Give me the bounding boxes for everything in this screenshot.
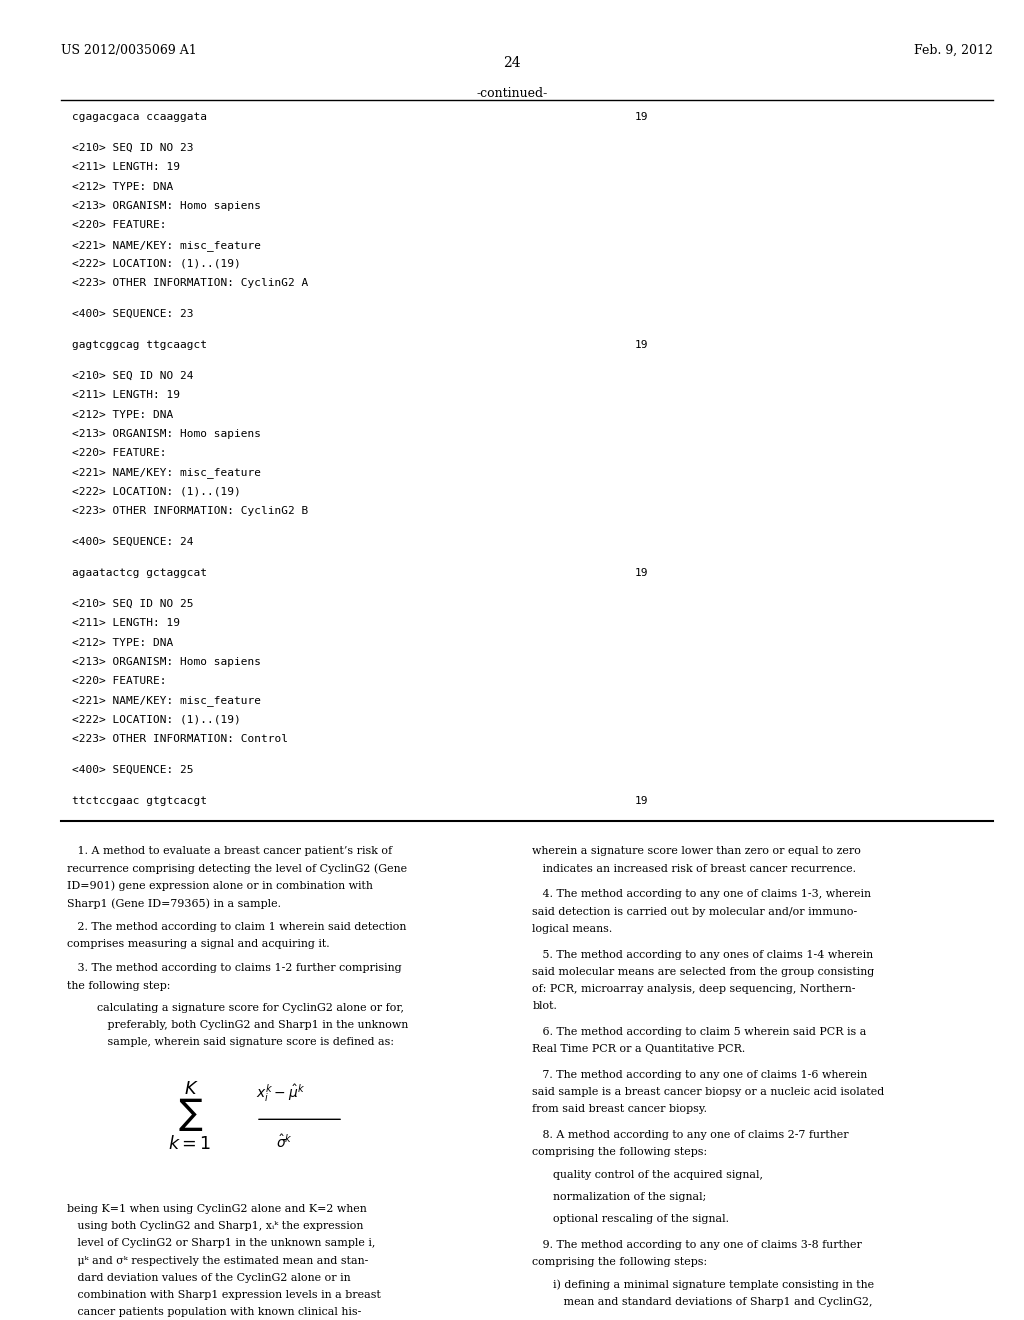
Text: said sample is a breast cancer biopsy or a nucleic acid isolated: said sample is a breast cancer biopsy or…: [532, 1088, 885, 1097]
Text: 4. The method according to any one of claims 1-3, wherein: 4. The method according to any one of cl…: [532, 890, 871, 899]
Text: the following step:: the following step:: [67, 981, 170, 990]
Text: μᵏ and σᵏ respectively the estimated mean and stan-: μᵏ and σᵏ respectively the estimated mea…: [67, 1255, 368, 1266]
Text: <220> FEATURE:: <220> FEATURE:: [72, 449, 166, 458]
Text: 3. The method according to claims 1-2 further comprising: 3. The method according to claims 1-2 fu…: [67, 964, 401, 973]
Text: US 2012/0035069 A1: US 2012/0035069 A1: [61, 44, 198, 57]
Text: Real Time PCR or a Quantitative PCR.: Real Time PCR or a Quantitative PCR.: [532, 1044, 745, 1055]
Text: $\sum_{k=1}^{K}$: $\sum_{k=1}^{K}$: [168, 1080, 211, 1154]
Text: preferably, both CyclinG2 and Sharp1 in the unknown: preferably, both CyclinG2 and Sharp1 in …: [97, 1020, 409, 1030]
Text: <222> LOCATION: (1)..(19): <222> LOCATION: (1)..(19): [72, 715, 241, 725]
Text: 24: 24: [503, 55, 521, 70]
Text: comprises measuring a signal and acquiring it.: comprises measuring a signal and acquiri…: [67, 940, 329, 949]
Text: Sharp1 (Gene ID=79365) in a sample.: Sharp1 (Gene ID=79365) in a sample.: [67, 898, 281, 908]
Text: -continued-: -continued-: [476, 87, 548, 100]
Text: i) defining a minimal signature template consisting in the: i) defining a minimal signature template…: [553, 1280, 874, 1291]
Text: level of CyclinG2 or Sharp1 in the unknown sample i,: level of CyclinG2 or Sharp1 in the unkno…: [67, 1238, 375, 1249]
Text: ttctccgaac gtgtcacgt: ttctccgaac gtgtcacgt: [72, 796, 207, 807]
Text: 1. A method to evaluate a breast cancer patient’s risk of: 1. A method to evaluate a breast cancer …: [67, 846, 392, 857]
Text: of: PCR, microarray analysis, deep sequencing, Northern-: of: PCR, microarray analysis, deep seque…: [532, 983, 856, 994]
Text: 19: 19: [635, 568, 648, 578]
Text: logical means.: logical means.: [532, 924, 612, 933]
Text: combination with Sharp1 expression levels in a breast: combination with Sharp1 expression level…: [67, 1290, 381, 1300]
Text: <400> SEQUENCE: 25: <400> SEQUENCE: 25: [72, 766, 194, 775]
Text: $x_{i}^{k} - \hat{\mu}^{k}$: $x_{i}^{k} - \hat{\mu}^{k}$: [256, 1082, 305, 1105]
Text: <223> OTHER INFORMATION: Control: <223> OTHER INFORMATION: Control: [72, 734, 288, 744]
Text: using both CyclinG2 and Sharp1, xᵢᵏ the expression: using both CyclinG2 and Sharp1, xᵢᵏ the …: [67, 1221, 362, 1232]
Text: 2. The method according to claim 1 wherein said detection: 2. The method according to claim 1 where…: [67, 923, 406, 932]
Text: <210> SEQ ID NO 25: <210> SEQ ID NO 25: [72, 599, 194, 609]
Text: 6. The method according to claim 5 wherein said PCR is a: 6. The method according to claim 5 where…: [532, 1027, 867, 1038]
Text: 19: 19: [635, 796, 648, 807]
Text: dard deviation values of the CyclinG2 alone or in: dard deviation values of the CyclinG2 al…: [67, 1272, 350, 1283]
Text: <213> ORGANISM: Homo sapiens: <213> ORGANISM: Homo sapiens: [72, 429, 261, 440]
Text: calculating a signature score for CyclinG2 alone or for,: calculating a signature score for Cyclin…: [97, 1003, 404, 1012]
Text: <210> SEQ ID NO 23: <210> SEQ ID NO 23: [72, 143, 194, 153]
Text: <223> OTHER INFORMATION: CyclinG2 B: <223> OTHER INFORMATION: CyclinG2 B: [72, 506, 308, 516]
Text: <221> NAME/KEY: misc_feature: <221> NAME/KEY: misc_feature: [72, 240, 261, 251]
Text: <220> FEATURE:: <220> FEATURE:: [72, 220, 166, 230]
Text: $\hat{\sigma}^{k}$: $\hat{\sigma}^{k}$: [276, 1133, 294, 1151]
Text: agaatactcg gctaggcat: agaatactcg gctaggcat: [72, 568, 207, 578]
Text: blot.: blot.: [532, 1001, 557, 1011]
Text: from said breast cancer biopsy.: from said breast cancer biopsy.: [532, 1105, 708, 1114]
Text: <212> TYPE: DNA: <212> TYPE: DNA: [72, 638, 173, 648]
Text: <222> LOCATION: (1)..(19): <222> LOCATION: (1)..(19): [72, 259, 241, 269]
Text: <212> TYPE: DNA: <212> TYPE: DNA: [72, 409, 173, 420]
Text: 9. The method according to any one of claims 3-8 further: 9. The method according to any one of cl…: [532, 1241, 862, 1250]
Text: optional rescaling of the signal.: optional rescaling of the signal.: [553, 1214, 729, 1225]
Text: <223> OTHER INFORMATION: CyclinG2 A: <223> OTHER INFORMATION: CyclinG2 A: [72, 279, 308, 288]
Text: cancer patients population with known clinical his-: cancer patients population with known cl…: [67, 1307, 360, 1317]
Text: said molecular means are selected from the group consisting: said molecular means are selected from t…: [532, 966, 874, 977]
Text: <221> NAME/KEY: misc_feature: <221> NAME/KEY: misc_feature: [72, 696, 261, 706]
Text: gagtcggcag ttgcaagct: gagtcggcag ttgcaagct: [72, 341, 207, 350]
Text: <222> LOCATION: (1)..(19): <222> LOCATION: (1)..(19): [72, 487, 241, 496]
Text: wherein a signature score lower than zero or equal to zero: wherein a signature score lower than zer…: [532, 846, 861, 857]
Text: <221> NAME/KEY: misc_feature: <221> NAME/KEY: misc_feature: [72, 467, 261, 478]
Text: <211> LENGTH: 19: <211> LENGTH: 19: [72, 618, 179, 628]
Text: <400> SEQUENCE: 23: <400> SEQUENCE: 23: [72, 309, 194, 319]
Text: normalization of the signal;: normalization of the signal;: [553, 1192, 707, 1203]
Text: <210> SEQ ID NO 24: <210> SEQ ID NO 24: [72, 371, 194, 381]
Text: <213> ORGANISM: Homo sapiens: <213> ORGANISM: Homo sapiens: [72, 201, 261, 211]
Text: Feb. 9, 2012: Feb. 9, 2012: [914, 44, 993, 57]
Text: recurrence comprising detecting the level of CyclinG2 (Gene: recurrence comprising detecting the leve…: [67, 863, 407, 874]
Text: 19: 19: [635, 341, 648, 350]
Text: 7. The method according to any one of claims 1-6 wherein: 7. The method according to any one of cl…: [532, 1071, 867, 1080]
Text: <211> LENGTH: 19: <211> LENGTH: 19: [72, 391, 179, 400]
Text: ID=901) gene expression alone or in combination with: ID=901) gene expression alone or in comb…: [67, 880, 373, 891]
Text: mean and standard deviations of Sharp1 and CyclinG2,: mean and standard deviations of Sharp1 a…: [553, 1298, 872, 1307]
Text: comprising the following steps:: comprising the following steps:: [532, 1147, 708, 1158]
Text: 5. The method according to any ones of claims 1-4 wherein: 5. The method according to any ones of c…: [532, 949, 873, 960]
Text: indicates an increased risk of breast cancer recurrence.: indicates an increased risk of breast ca…: [532, 863, 856, 874]
Text: <220> FEATURE:: <220> FEATURE:: [72, 676, 166, 686]
Text: <212> TYPE: DNA: <212> TYPE: DNA: [72, 182, 173, 191]
Text: <400> SEQUENCE: 24: <400> SEQUENCE: 24: [72, 537, 194, 546]
Text: cgagacgaca ccaaggata: cgagacgaca ccaaggata: [72, 112, 207, 123]
Text: 19: 19: [635, 112, 648, 123]
Text: being K=1 when using CyclinG2 alone and K=2 when: being K=1 when using CyclinG2 alone and …: [67, 1204, 367, 1214]
Text: 8. A method according to any one of claims 2-7 further: 8. A method according to any one of clai…: [532, 1130, 849, 1140]
Text: said detection is carried out by molecular and/or immuno-: said detection is carried out by molecul…: [532, 907, 858, 916]
Text: <213> ORGANISM: Homo sapiens: <213> ORGANISM: Homo sapiens: [72, 657, 261, 667]
Text: quality control of the acquired signal,: quality control of the acquired signal,: [553, 1170, 763, 1180]
Text: <211> LENGTH: 19: <211> LENGTH: 19: [72, 162, 179, 173]
Text: sample, wherein said signature score is defined as:: sample, wherein said signature score is …: [97, 1038, 394, 1047]
Text: comprising the following steps:: comprising the following steps:: [532, 1258, 708, 1267]
